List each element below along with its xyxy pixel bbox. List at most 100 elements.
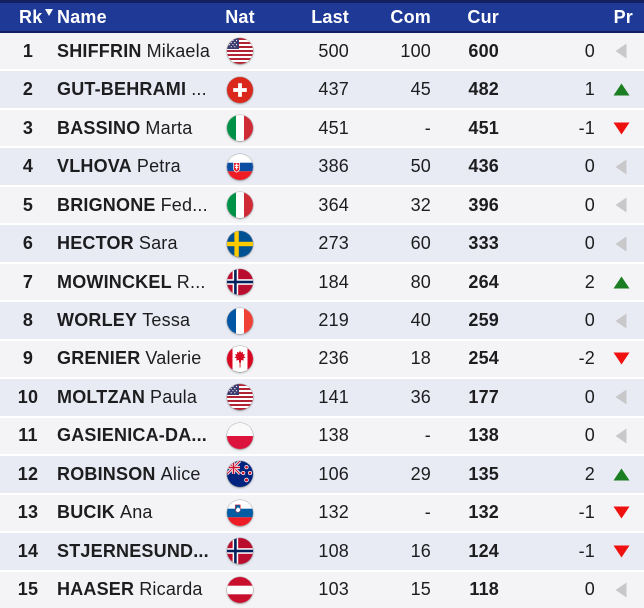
table-row[interactable]: 3 BASSINO Marta 451 - 451 -1 (0, 109, 644, 149)
athlete-surname: BASSINO (57, 117, 141, 138)
com-points-cell: 18 (410, 348, 431, 369)
trend-cell (598, 71, 644, 107)
trend-same-icon (615, 197, 627, 213)
nat-cell (222, 495, 258, 531)
table-row[interactable]: 10 MOLTZAN Paula 141 36 177 0 (0, 379, 644, 418)
nat-cell (222, 302, 258, 338)
table-row[interactable]: 1 SHIFFRIN Mikaela 500 100 600 0 (0, 33, 644, 72)
athlete-given-name: ... (191, 79, 207, 100)
trend-down-icon (613, 352, 630, 365)
table-header: Rk Name Nat Last Com Cur Pr (0, 0, 644, 33)
athlete-surname: SHIFFRIN (57, 40, 142, 61)
table-row[interactable]: 4 VLHOVA Petra 386 50 436 0 (0, 148, 644, 187)
nat-cell (222, 456, 258, 492)
flag-it-icon (227, 192, 253, 219)
trend-cell (598, 495, 644, 531)
column-header-pr[interactable]: Pr (598, 7, 644, 28)
pr-value-cell: 0 (584, 310, 595, 331)
cur-points-cell: 177 (468, 386, 499, 407)
rank-value: 4 (22, 156, 34, 177)
athlete-given-name: Alice (160, 463, 201, 484)
pr-value-cell: 1 (584, 79, 595, 100)
pr-value-cell: 0 (584, 194, 595, 215)
name-cell: BUCIK Ana (56, 495, 222, 531)
trend-same-icon (615, 43, 627, 59)
trend-cell (598, 264, 644, 300)
table-row[interactable]: 15 HAASER Ricarda 103 15 118 0 (0, 571, 644, 608)
table-row[interactable]: 2 GUT-BEHRAMI... 437 45 482 1 (0, 71, 644, 110)
cur-points-cell: 138 (468, 425, 499, 446)
rank-header-label: Rk (19, 6, 43, 27)
nat-cell (222, 264, 258, 300)
pr-value-cell: 2 (584, 271, 595, 292)
last-header-label: Last (311, 6, 349, 27)
column-header-cur[interactable]: Cur (434, 7, 502, 28)
name-cell: GASIENICA-DA... (56, 418, 222, 454)
table-row[interactable]: 13 BUCIK Ana 132 - 132 -1 (0, 494, 644, 534)
table-row[interactable]: 7 MOWINCKEL R... 184 80 264 2 (0, 263, 644, 303)
last-points-cell: 184 (318, 271, 349, 292)
name-cell: BRIGNONE Fed... (56, 187, 222, 223)
last-points-cell: 236 (318, 348, 349, 369)
rank-cell: 9 (0, 341, 56, 377)
table-row[interactable]: 11 GASIENICA-DA... 138 - 138 0 (0, 417, 644, 457)
table-row[interactable]: 6 HECTOR Sara 273 60 333 0 (0, 225, 644, 264)
cur-points-cell: 482 (468, 79, 499, 100)
rank-value: 13 (17, 502, 39, 523)
flag-nz-icon (227, 461, 253, 488)
last-points-cell: 437 (318, 79, 349, 100)
flag-ch-icon (227, 76, 253, 103)
trend-cell (598, 572, 644, 608)
athlete-surname: GRENIER (57, 348, 141, 369)
trend-cell (598, 225, 644, 261)
com-points-cell: 80 (410, 271, 431, 292)
rank-value: 7 (22, 271, 34, 292)
trend-cell (598, 302, 644, 338)
trend-cell (598, 533, 644, 569)
trend-cell (598, 187, 644, 223)
rank-value: 8 (22, 310, 34, 331)
last-points-cell: 364 (318, 194, 349, 215)
table-row[interactable]: 8 WORLEY Tessa 219 40 259 0 (0, 302, 644, 341)
athlete-given-name: Petra (136, 156, 181, 177)
column-header-com[interactable]: Com (352, 7, 434, 28)
rank-cell: 5 (0, 187, 56, 223)
last-points-cell: 273 (318, 233, 349, 254)
column-header-rank[interactable]: Rk (0, 7, 56, 28)
rank-cell: 7 (0, 264, 56, 300)
rank-value: 11 (18, 425, 38, 446)
last-points-cell: 106 (318, 463, 349, 484)
athlete-surname: HAASER (57, 579, 135, 600)
column-header-nat[interactable]: Nat (222, 7, 258, 28)
trend-up-icon (613, 83, 630, 96)
athlete-given-name: Fed... (160, 194, 208, 215)
trend-down-icon (613, 545, 630, 558)
pr-value-cell: -1 (578, 502, 595, 523)
name-cell: MOWINCKEL R... (56, 264, 222, 300)
flag-no-icon (227, 269, 253, 296)
table-row[interactable]: 14 STJERNESUND... 108 16 124 -1 (0, 533, 644, 572)
table-row[interactable]: 9 GRENIER Valerie 236 18 254 -2 (0, 340, 644, 380)
pr-value-cell: -2 (578, 348, 595, 369)
column-header-last[interactable]: Last (258, 7, 352, 28)
cur-points-cell: 135 (468, 463, 499, 484)
table-row[interactable]: 5 BRIGNONE Fed... 364 32 396 0 (0, 186, 644, 226)
flag-us-icon (227, 384, 253, 411)
cur-points-cell: 264 (468, 271, 499, 292)
trend-same-icon (615, 582, 627, 598)
name-cell: GRENIER Valerie (56, 341, 222, 377)
name-cell: STJERNESUND... (56, 533, 222, 569)
rank-value: 9 (22, 348, 34, 369)
name-cell: HECTOR Sara (56, 225, 222, 261)
table-row[interactable]: 12 ROBINSON Alice 106 29 135 2 (0, 456, 644, 495)
pr-value-cell: 2 (584, 463, 595, 484)
flag-si-icon (227, 499, 253, 526)
name-cell: MOLTZAN Paula (56, 379, 222, 415)
nat-cell (222, 33, 258, 69)
column-header-name[interactable]: Name (56, 7, 222, 28)
table-body: 1 SHIFFRIN Mikaela 500 100 600 0 2 GUT-BE… (0, 33, 644, 608)
last-points-cell: 451 (318, 117, 349, 138)
flag-ca-icon (227, 345, 253, 372)
nat-cell (222, 379, 258, 415)
